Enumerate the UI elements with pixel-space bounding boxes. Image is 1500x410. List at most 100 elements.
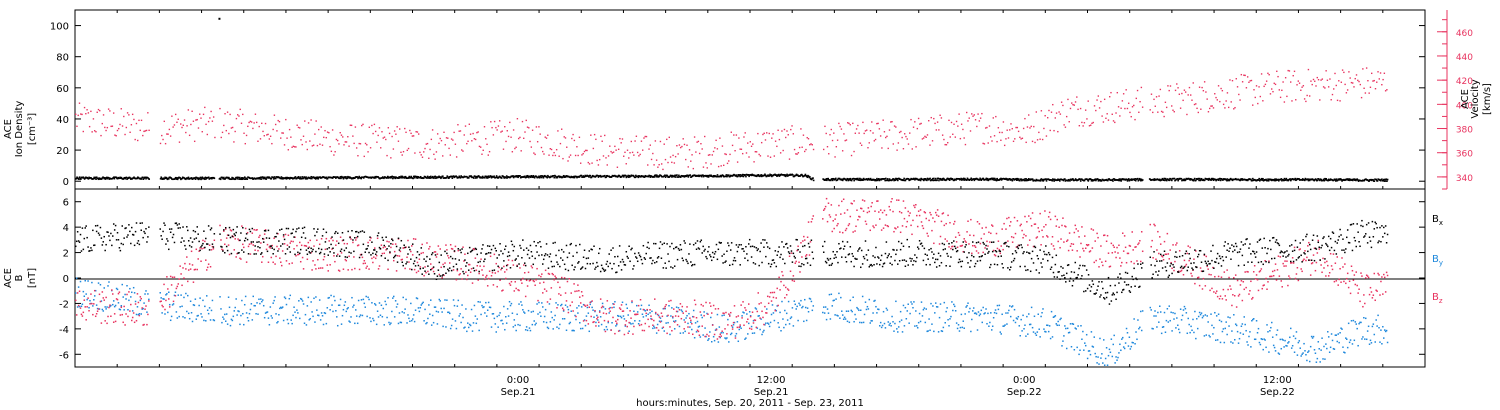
data-point-bz [99,300,102,303]
data-point-bz [91,302,93,305]
data-point-by [666,315,668,317]
data-point-bz [438,273,441,276]
data-point-velocity [510,136,512,138]
data-point-by [234,306,236,309]
data-point-ion-density [466,175,468,178]
data-point-velocity [372,132,374,135]
data-point-ion-density [1127,179,1129,181]
data-point-by [569,321,572,324]
data-point-by [759,328,761,331]
data-point-velocity [1220,87,1222,90]
data-point-ion-density [516,175,519,177]
data-point-bz [299,241,301,244]
data-point-velocity [261,122,263,125]
data-point-by [857,308,859,310]
data-point-velocity [621,138,624,140]
data-point-ion-density [304,176,306,179]
data-point-by [991,329,993,331]
data-point-ion-density [1260,179,1262,181]
data-point-velocity [1157,111,1159,113]
data-point-bz [205,259,207,261]
data-point-bz [454,245,457,248]
data-point-by [181,305,183,308]
data-point-velocity [664,158,667,161]
data-point-velocity [1116,91,1119,94]
data-point-velocity [390,157,392,159]
data-point-ion-density [1217,178,1219,181]
data-point-bz [439,248,441,250]
data-point-ion-density [297,177,299,179]
data-point-ion-density [516,175,518,178]
data-point-velocity [706,167,708,169]
data-point-velocity [948,119,950,122]
data-point-velocity [1369,86,1372,88]
data-point-velocity [1130,115,1132,118]
data-point-ion-density [1016,177,1019,180]
data-point-by [1103,364,1106,366]
data-point-by [536,303,538,305]
data-point-velocity [480,146,482,148]
data-point-ion-density [655,175,657,178]
data-point-by [995,312,998,315]
data-point-ion-density [859,177,861,180]
data-point-velocity [128,114,130,116]
top-panel-frame [74,9,1426,190]
data-point-velocity [845,139,848,141]
data-point-bz [229,229,232,231]
data-point-by [545,321,548,324]
data-point-velocity [249,120,252,123]
data-point-velocity [347,136,349,138]
data-point-velocity [1029,127,1031,129]
data-point-velocity [188,134,191,137]
data-point-velocity [274,123,277,126]
data-point-velocity [854,132,857,134]
data-point-ion-density [556,176,559,179]
data-point-bz [472,248,475,250]
data-point-by [1126,332,1129,334]
data-point-by [916,327,919,329]
data-point-ion-density [1266,179,1269,182]
data-point-by [486,309,489,311]
data-point-ion-density [540,176,543,179]
data-point-ion-density [316,177,318,180]
data-point-by [255,312,257,315]
data-point-bz [370,237,372,239]
data-point-by [683,319,685,321]
data-point-by [723,314,725,316]
data-point-velocity [741,152,744,155]
data-point-by [1375,319,1377,321]
data-point-by [570,310,572,312]
data-point-by [1103,339,1105,341]
data-point-velocity [1300,89,1302,91]
data-point-by [508,300,511,303]
data-point-velocity [178,141,181,143]
data-point-ion-density [106,176,108,179]
data-point-ion-density [1052,178,1055,181]
data-point-velocity [1202,90,1205,92]
data-point-velocity [1160,110,1163,113]
data-point-by [673,328,676,330]
data-point-ion-density [1072,178,1074,180]
data-point-velocity [538,126,540,128]
data-point-by [1138,327,1140,330]
data-point-by [913,301,915,303]
data-point-bz [248,243,251,245]
data-point-velocity [1153,98,1155,101]
data-point-bz [245,261,248,263]
data-point-by [613,306,615,309]
data-point-bz [171,276,174,279]
data-point-bz [537,299,539,302]
data-point-by [504,328,506,331]
data-point-velocity [691,154,693,156]
data-point-ion-density [540,175,542,177]
data-point-by [445,326,447,328]
data-point-by [1102,362,1104,364]
data-point-by [146,311,148,313]
data-point-by [835,298,837,300]
data-point-velocity [602,155,605,157]
data-point-bz [246,231,249,234]
data-point-by [123,309,125,311]
data-point-by [656,323,659,326]
data-point-ion-density [563,176,566,178]
data-point-by [1308,350,1310,352]
